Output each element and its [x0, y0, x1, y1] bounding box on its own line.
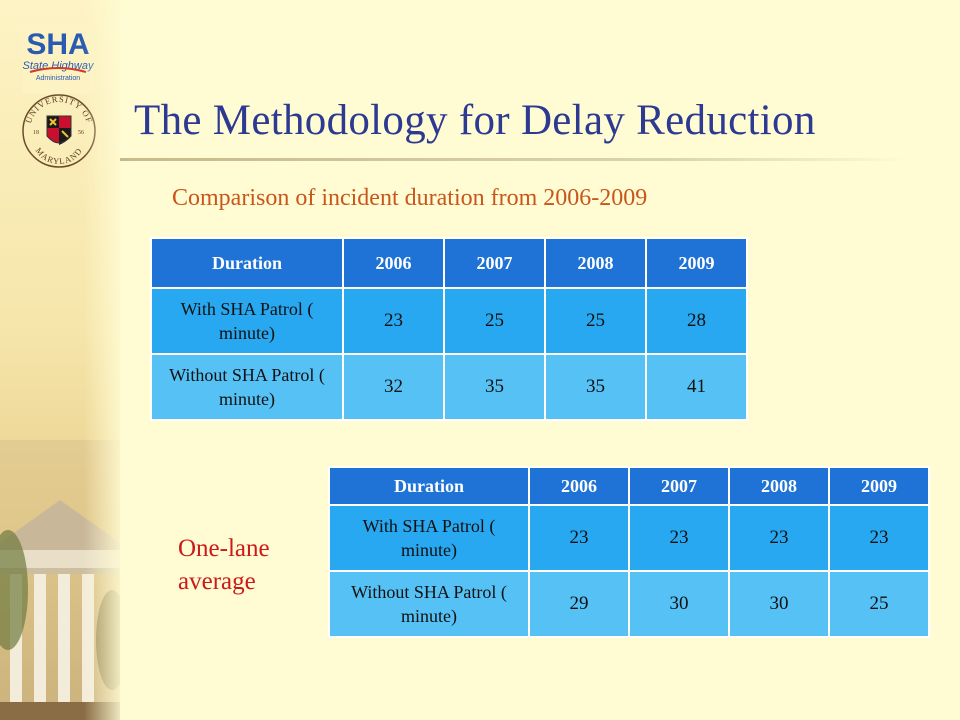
row-label: With SHA Patrol ( minute)	[150, 287, 344, 355]
svg-text:56: 56	[78, 130, 84, 136]
table-cell: 25	[544, 287, 647, 355]
svg-text:State Highway: State Highway	[23, 60, 94, 72]
one-lane-average-label: One-lane average	[178, 532, 270, 598]
svg-text:SHA: SHA	[26, 28, 89, 61]
row-label: With SHA Patrol ( minute)	[328, 504, 530, 572]
header-cell: 2006	[342, 237, 445, 289]
table-cell: 25	[828, 570, 930, 638]
header-cell: 2009	[645, 237, 748, 289]
table-row: Without SHA Patrol ( minute) 32 35 35 41	[150, 353, 748, 421]
table-cell: 25	[443, 287, 546, 355]
umd-seal-logo: UNIVERSITY OF MARYLAND 18 56	[22, 94, 96, 168]
duration-table-all-lanes: Duration 2006 2007 2008 2009 With SHA Pa…	[150, 237, 748, 421]
table-row: With SHA Patrol ( minute) 23 25 25 28	[150, 287, 748, 355]
table-row: Without SHA Patrol ( minute) 29 30 30 25	[328, 570, 930, 638]
slide-subtitle: Comparison of incident duration from 200…	[172, 185, 648, 211]
table-row: With SHA Patrol ( minute) 23 23 23 23	[328, 504, 930, 572]
row-label: Without SHA Patrol ( minute)	[150, 353, 344, 421]
table-cell: 30	[628, 570, 730, 638]
table-cell: 29	[528, 570, 630, 638]
title-divider	[120, 158, 910, 161]
header-cell: 2006	[528, 466, 630, 506]
side-label-line: average	[178, 568, 256, 595]
building-illustration	[0, 440, 120, 720]
sidebar-decoration: SHA State Highway Administration UNIVERS…	[0, 0, 120, 720]
row-label: Without SHA Patrol ( minute)	[328, 570, 530, 638]
svg-text:18: 18	[33, 130, 39, 136]
duration-table-one-lane: Duration 2006 2007 2008 2009 With SHA Pa…	[328, 466, 930, 638]
table-cell: 30	[728, 570, 830, 638]
table-cell: 23	[342, 287, 445, 355]
slide-title: The Methodology for Delay Reduction	[134, 97, 816, 144]
table-cell: 23	[828, 504, 930, 572]
table-cell: 35	[443, 353, 546, 421]
side-label-line: One-lane	[178, 535, 270, 562]
table-cell: 23	[528, 504, 630, 572]
svg-text:MARYLAND: MARYLAND	[34, 146, 85, 167]
header-cell: 2007	[628, 466, 730, 506]
header-cell: Duration	[328, 466, 530, 506]
table-cell: 23	[728, 504, 830, 572]
header-cell: 2008	[544, 237, 647, 289]
table-header-row: Duration 2006 2007 2008 2009	[328, 466, 930, 506]
table-header-row: Duration 2006 2007 2008 2009	[150, 237, 748, 289]
header-cell: 2008	[728, 466, 830, 506]
table-cell: 35	[544, 353, 647, 421]
svg-text:Administration: Administration	[36, 75, 80, 82]
header-cell: 2009	[828, 466, 930, 506]
sha-logo: SHA State Highway Administration	[22, 24, 94, 94]
svg-text:UNIVERSITY OF: UNIVERSITY OF	[23, 94, 95, 125]
header-cell: Duration	[150, 237, 344, 289]
table-cell: 32	[342, 353, 445, 421]
table-cell: 23	[628, 504, 730, 572]
header-cell: 2007	[443, 237, 546, 289]
table-cell: 41	[645, 353, 748, 421]
table-cell: 28	[645, 287, 748, 355]
